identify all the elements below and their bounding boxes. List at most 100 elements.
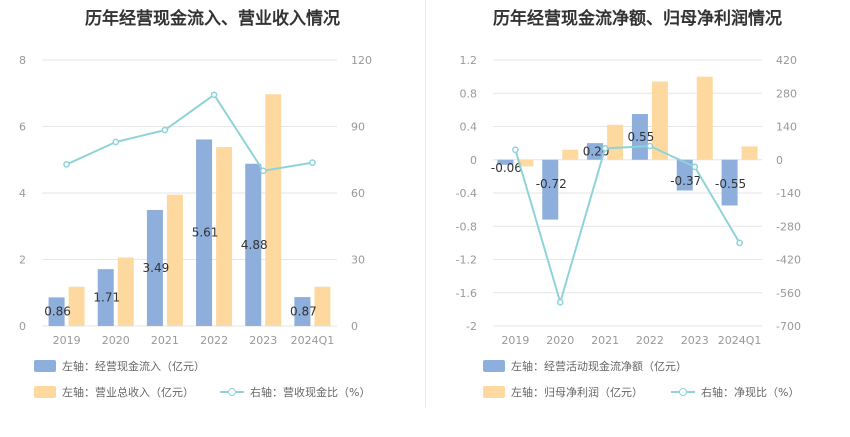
bar-data-label: 0.86 — [44, 305, 71, 319]
line-point — [309, 159, 316, 166]
bar-series-1 — [196, 139, 213, 326]
line-point — [161, 126, 169, 134]
y-right-tick-label: 140 — [776, 121, 797, 134]
legend-swatch-orange — [34, 386, 56, 398]
legend-label: 左轴：经营现金流入（亿元） — [62, 360, 205, 373]
bar-data-label: 0.87 — [290, 305, 317, 319]
line-point — [736, 239, 743, 247]
line-point — [63, 161, 70, 168]
legend-swatch-orange — [483, 386, 505, 398]
legend-line-marker-icon — [220, 386, 244, 398]
legend-label: 右轴：营收现金比（%） — [250, 386, 371, 399]
line-point — [691, 163, 699, 171]
bar-data-label: 5.61 — [192, 226, 219, 240]
y-right-tick-label: -560 — [776, 287, 801, 300]
left-chart-title: 历年经营现金流入、营业收入情况 — [85, 9, 340, 29]
x-tick-label: 2021 — [151, 334, 179, 347]
y-right-tick-label: 60 — [351, 187, 365, 200]
y-right-tick-label: -700 — [776, 320, 801, 333]
bar-series-1 — [497, 159, 514, 165]
bar-series-1 — [97, 269, 114, 326]
right-panel: 历年经营现金流净额、归母净利润情况 -2 -1.6 -1.2 -0.8 -0.4 0 0.4… — [425, 0, 850, 437]
left-chart: 0 2 4 6 8 0 30 60 90 120 2019 0.86 2020 1.71 2021 3.49 2… — [19, 54, 372, 347]
x-tick-label: 2023 — [681, 334, 709, 347]
line-point — [210, 91, 218, 99]
y-left-tick-label: -1.2 — [456, 254, 477, 267]
bar-data-label: -0.72 — [536, 177, 567, 191]
bar-series-2 — [517, 159, 534, 167]
legend-label: 左轴：营业总收入（亿元） — [62, 386, 194, 399]
y-left-tick-label: 0.4 — [460, 121, 478, 134]
x-tick-label: 2022 — [636, 334, 664, 347]
y-left-tick-label: 0.8 — [460, 87, 478, 100]
bar-series-2 — [117, 257, 134, 326]
legend-item-cash-ratio[interactable]: 右轴：营收现金比（%） — [220, 384, 370, 400]
y-right-tick-label: -420 — [776, 254, 801, 267]
legend-label: 左轴：归母净利润（亿元） — [511, 386, 643, 399]
y-left-tick-label: -0.8 — [456, 220, 477, 233]
panel-divider — [425, 0, 426, 408]
legend-item-net-cash-flow[interactable]: 左轴：经营活动现金流净额（亿元） — [483, 358, 687, 374]
x-tick-label: 2020 — [546, 334, 574, 347]
x-tick-label: 2021 — [591, 334, 619, 347]
right-chart-title: 历年经营现金流净额、归母净利润情况 — [493, 9, 782, 29]
left-panel: 历年经营现金流入、营业收入情况 0 2 4 6 8 0 30 60 90 120 2019 0.86 2… — [19, 9, 372, 400]
bar-series-2 — [562, 149, 579, 160]
y-left-tick-label: 6 — [19, 121, 26, 134]
bar-series-2 — [216, 147, 233, 326]
bar-series-1 — [146, 209, 163, 326]
y-right-tick-label: -140 — [776, 187, 801, 200]
y-left-tick-label: 4 — [19, 187, 26, 200]
x-tick-label: 2020 — [102, 334, 130, 347]
bar-series-1 — [294, 297, 311, 326]
legend-item-net-profit[interactable]: 左轴：归母净利润（亿元） — [483, 384, 643, 400]
legend-label: 左轴：经营活动现金流净额（亿元） — [511, 360, 687, 373]
legend-item-revenue[interactable]: 左轴：营业总收入（亿元） — [34, 384, 194, 400]
bar-series-1 — [631, 114, 648, 160]
y-right-tick-label: 280 — [776, 87, 797, 100]
y-left-tick-label: 0 — [470, 154, 477, 167]
line-point — [601, 145, 609, 152]
y-left-tick-label: 2 — [19, 254, 26, 267]
legend-item-cash-inflow[interactable]: 左轴：经营现金流入（亿元） — [34, 358, 205, 374]
line-series — [66, 93, 313, 172]
bar-series-1 — [48, 297, 65, 326]
bar-series-1 — [676, 159, 693, 191]
x-tick-label: 2024Q1 — [291, 334, 335, 347]
bar-data-label: -0.06 — [491, 161, 522, 175]
y-right-tick-label: 30 — [351, 254, 365, 267]
y-left-tick-label: 8 — [19, 54, 26, 67]
bar-series-2 — [696, 76, 713, 160]
bar-series-2 — [741, 146, 758, 160]
y-right-tick-label: 420 — [776, 54, 797, 67]
y-left-tick-label: -2 — [466, 320, 477, 333]
bar-series-1 — [587, 143, 604, 160]
line-point — [112, 138, 120, 146]
y-right-tick-label: 0 — [351, 320, 358, 333]
bar-series-1 — [542, 159, 559, 220]
y-left-tick-label: -1.6 — [456, 287, 477, 300]
y-right-tick-label: 120 — [351, 54, 372, 67]
y-right-tick-label: 90 — [351, 121, 365, 134]
bar-series-2 — [607, 124, 624, 160]
legend-label: 右轴：净现比（%） — [701, 386, 800, 399]
x-tick-label: 2019 — [53, 334, 81, 347]
legend-item-net-cash-ratio[interactable]: 右轴：净现比（%） — [671, 384, 799, 400]
bar-data-label: 4.88 — [241, 238, 268, 252]
line-series — [514, 144, 741, 306]
y-left-tick-label: -0.4 — [456, 187, 477, 200]
line-point — [259, 167, 267, 175]
legend-swatch-blue — [483, 360, 505, 372]
bar-series-2 — [166, 194, 183, 326]
line-point — [646, 142, 654, 150]
bar-series-2 — [265, 94, 282, 326]
bar-series-2 — [68, 286, 85, 326]
x-tick-label: 2023 — [249, 334, 277, 347]
x-tick-label: 2022 — [200, 334, 228, 347]
bar-data-label: -0.55 — [715, 177, 746, 191]
legend-swatch-blue — [34, 360, 56, 372]
bar-series-2 — [651, 81, 668, 160]
y-left-tick-label: 1.2 — [460, 54, 478, 67]
bar-data-label: 1.71 — [93, 291, 120, 305]
